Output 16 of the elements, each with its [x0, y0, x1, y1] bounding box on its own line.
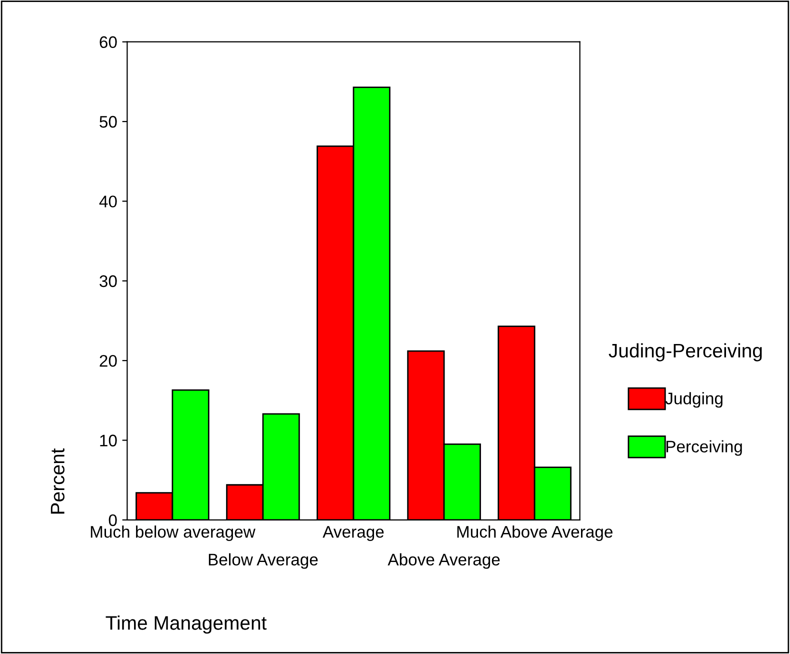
x-tick-label: Average: [322, 526, 384, 542]
legend-label: Perceiving: [666, 440, 742, 456]
legend-title: Juding-Perceiving: [608, 343, 762, 362]
y-tick-label: 20: [100, 354, 117, 367]
x-tick-label: Much Above Average: [457, 525, 612, 542]
x-tick-label: Much below averagew: [90, 525, 256, 542]
x-axis-title: Time Management: [106, 616, 267, 634]
x-tick-label: Below Average: [208, 553, 318, 569]
y-tick-label: 40: [99, 196, 117, 208]
y-tick-label: 10: [100, 434, 117, 446]
y-axis-title: Percent: [50, 448, 64, 514]
x-tick-label: Above Average: [388, 553, 500, 569]
y-tick-label: 30: [100, 275, 117, 288]
y-tick-label: 50: [100, 116, 117, 128]
y-tick-label: 0: [108, 514, 117, 526]
y-tick-label: 60: [100, 36, 117, 48]
